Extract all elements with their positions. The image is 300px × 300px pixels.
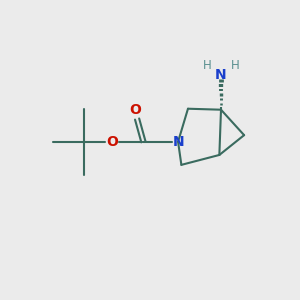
Text: N: N — [172, 135, 184, 149]
Text: H: H — [230, 59, 239, 72]
Text: O: O — [106, 135, 118, 149]
Text: H: H — [203, 59, 212, 72]
Text: O: O — [129, 103, 141, 117]
Text: N: N — [215, 68, 227, 82]
